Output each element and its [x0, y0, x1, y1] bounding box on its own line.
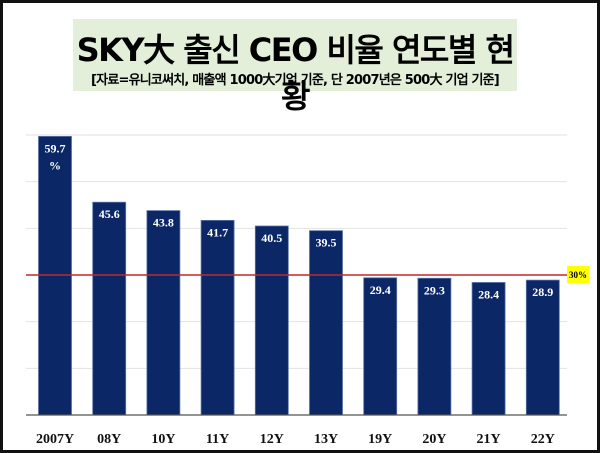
data-label: 29.4 — [370, 283, 391, 297]
data-label: 29.3 — [424, 283, 445, 297]
bar-08Y — [92, 201, 127, 416]
data-label: 43.8 — [153, 216, 174, 230]
x-tick-label: 12Y — [260, 432, 284, 447]
bar-10Y — [146, 210, 181, 416]
x-tick-label: 19Y — [368, 432, 392, 447]
bar-12Y — [254, 225, 289, 416]
bar-13Y — [309, 230, 343, 416]
bar-21Y — [471, 282, 506, 416]
data-label: 28.4 — [478, 287, 499, 301]
x-tick-label: 22Y — [531, 432, 555, 447]
x-tick-label: 08Y — [97, 432, 121, 447]
bar-19Y — [363, 277, 398, 416]
title-box: SKY大 출신 CEO 비율 연도별 현황 [자료=유니코써치, 매출액 100… — [73, 19, 517, 115]
x-tick-label: 21Y — [477, 432, 501, 447]
reference-label: 30% — [569, 270, 587, 280]
chart-subtitle: [자료=유니코써치, 매출액 1000大기업 기준, 단 2007년은 500大… — [91, 73, 500, 88]
chart-title: SKY大 출신 CEO 비율 연도별 현황 — [76, 31, 515, 115]
x-tick-label: 2007Y — [36, 432, 74, 447]
reference-label-bg — [567, 266, 589, 283]
data-label: 39.5 — [316, 236, 337, 250]
x-tick-label: 11Y — [206, 432, 229, 447]
bar-chart: 59.7% 2007Y 45.6 08Y 43.8 10Y 41.7 11Y 40.5 12Y 39… — [26, 134, 589, 447]
data-label: 41.7 — [207, 225, 228, 239]
x-tick-label: 13Y — [314, 432, 338, 447]
data-label: % — [49, 158, 61, 172]
bar-20Y — [417, 277, 452, 416]
data-label: 59.7 — [45, 141, 66, 155]
data-label: 40.5 — [261, 231, 282, 245]
x-tick-label: 10Y — [151, 432, 175, 447]
data-label: 28.9 — [532, 285, 553, 299]
bar-22Y — [525, 279, 560, 416]
data-label: 45.6 — [99, 207, 120, 221]
x-tick-label: 20Y — [422, 432, 446, 447]
bar-11Y — [200, 219, 235, 416]
